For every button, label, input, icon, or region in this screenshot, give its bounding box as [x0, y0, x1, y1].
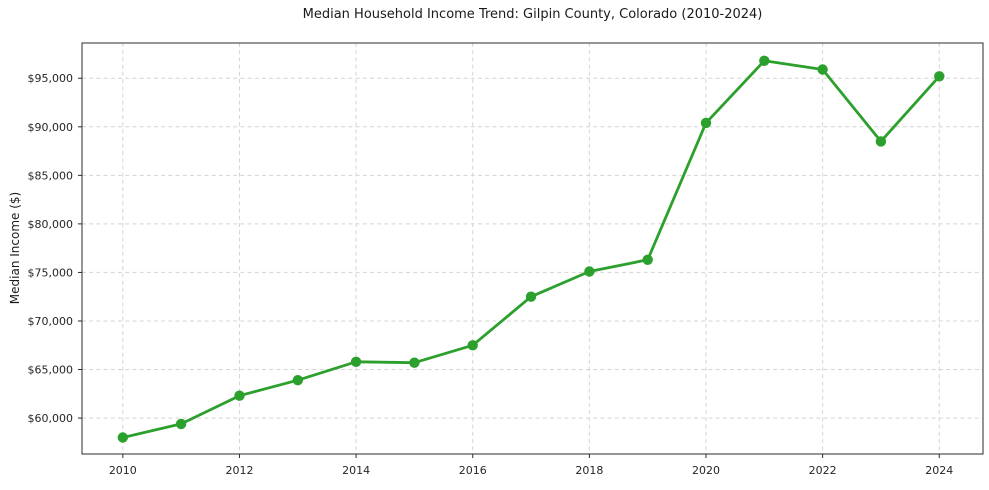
- y-tick-label: $65,000: [28, 364, 74, 377]
- y-tick-label: $90,000: [28, 121, 74, 134]
- x-tick-label: 2018: [575, 464, 603, 477]
- x-tick-label: 2010: [109, 464, 137, 477]
- y-tick-label: $75,000: [28, 266, 74, 279]
- y-tick-label: $85,000: [28, 169, 74, 182]
- x-tick-label: 2022: [809, 464, 837, 477]
- data-point-2020: [700, 117, 712, 129]
- data-point-2019: [642, 254, 653, 265]
- trend-line: [121, 59, 941, 439]
- x-tick-label: 2024: [925, 464, 953, 477]
- data-point-2013: [292, 375, 303, 386]
- data-point-2010: [117, 432, 128, 443]
- data-point-2012: [234, 390, 245, 401]
- data-point-2023: [875, 136, 887, 147]
- y-tick-label: $95,000: [28, 72, 74, 85]
- y-tick-label: $80,000: [28, 218, 74, 231]
- x-tick-label: 2016: [459, 464, 487, 477]
- data-point-2016: [467, 340, 478, 351]
- x-tick-label: 2020: [692, 464, 720, 477]
- y-axis-label: Median Income ($): [8, 191, 22, 305]
- y-tick-label: $70,000: [28, 315, 74, 328]
- x-tick-label: 2012: [225, 464, 253, 477]
- x-tick-label: 2014: [342, 464, 370, 477]
- data-point-2017: [525, 291, 537, 302]
- data-point-2021: [759, 55, 770, 66]
- data-point-2022: [817, 64, 828, 75]
- data-point-2011: [175, 418, 187, 430]
- data-point-2024: [934, 71, 945, 82]
- axes-spines: [81, 42, 984, 455]
- chart-title: Median Household Income Trend: Gilpin Co…: [302, 7, 763, 22]
- data-point-2015: [409, 357, 420, 368]
- data-point-2014: [350, 356, 362, 367]
- y-tick-label: $60,000: [28, 412, 74, 425]
- data-point-2018: [584, 266, 595, 277]
